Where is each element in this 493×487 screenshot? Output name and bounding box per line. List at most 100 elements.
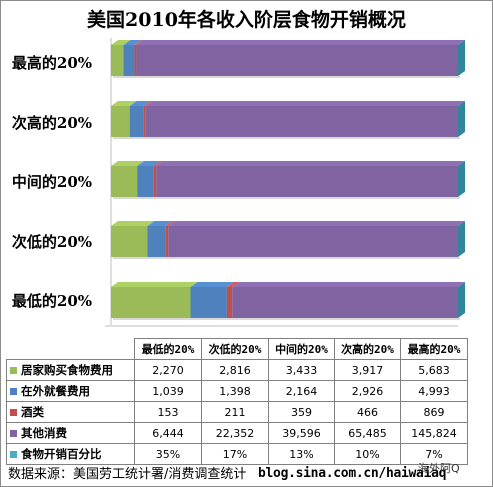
table-row: 酒类 153 211 359 466 869 xyxy=(6,401,468,423)
table-row-header: 食物开销百分比 xyxy=(6,443,135,465)
bar-segment xyxy=(137,166,154,197)
stacked-bar-plot xyxy=(105,38,465,327)
table-cell: 2,270 xyxy=(134,359,202,381)
legend-label: 在外就餐费用 xyxy=(21,384,90,398)
data-table: 最低的20% 次低的20% 中间的20% 次高的20% 最高的20% 居家购买食… xyxy=(6,338,468,465)
bar-segment xyxy=(165,226,169,257)
bar-segment-top xyxy=(226,282,240,287)
bar-shadow xyxy=(113,318,460,320)
bar-group xyxy=(111,101,465,139)
bar-shadow xyxy=(113,197,460,199)
bar-segment-top xyxy=(232,282,465,287)
bar-shadow xyxy=(113,76,460,78)
table-cell: 869 xyxy=(400,401,468,423)
table-cell: 1,039 xyxy=(134,380,202,402)
table-cell: 35% xyxy=(134,443,202,465)
table-column-header: 最低的20% xyxy=(134,338,202,360)
table-row: 食物开销百分比 35% 17% 13% 10% 7% xyxy=(6,443,468,465)
bar-end-face xyxy=(458,40,465,76)
bar-shadow xyxy=(113,137,460,139)
table-cell: 4,993 xyxy=(400,380,468,402)
table-cell: 466 xyxy=(334,401,401,423)
table-cell: 3,917 xyxy=(334,359,401,381)
category-label: 次高的20% xyxy=(11,114,93,132)
table-corner xyxy=(7,339,135,360)
table-cell: 22,352 xyxy=(201,422,269,444)
watermark-blog-url: blog.sina.com.cn/haiwaiaq xyxy=(258,466,447,481)
bar-segment-top xyxy=(129,101,151,106)
bar-segment xyxy=(111,166,138,197)
bar-segment xyxy=(153,166,157,197)
bar-segment-top xyxy=(143,101,153,106)
bar-end-face xyxy=(458,161,465,197)
table-row-header: 居家购买食物费用 xyxy=(6,359,135,381)
table-cell: 10% xyxy=(334,443,401,465)
bar-segment-top xyxy=(190,282,234,287)
table-cell: 1,398 xyxy=(201,380,269,402)
legend-swatch xyxy=(10,451,17,458)
bar-segment-top xyxy=(111,282,198,287)
bar-group xyxy=(111,161,465,199)
table-row: 在外就餐费用 1,039 1,398 2,164 2,926 4,993 xyxy=(6,380,468,402)
bar-segment-top xyxy=(165,221,176,226)
table-row-header: 酒类 xyxy=(6,401,135,423)
bar-shadow xyxy=(113,257,460,259)
category-label: 次低的20% xyxy=(11,233,93,251)
bar-segment-top xyxy=(136,40,465,45)
bar-segment xyxy=(145,106,458,137)
table-column-header: 中间的20% xyxy=(268,338,335,360)
table-cell: 3,433 xyxy=(268,359,335,381)
bar-end-face xyxy=(458,282,465,318)
bar-segment-top xyxy=(153,161,164,166)
bar-segment xyxy=(111,45,124,76)
table-cell: 17% xyxy=(201,443,269,465)
table-cell: 2,926 xyxy=(334,380,401,402)
bar-group xyxy=(111,40,465,78)
bar-segment xyxy=(129,106,144,137)
bar-segment xyxy=(226,287,233,318)
table-cell: 211 xyxy=(201,401,269,423)
bar-segment-top xyxy=(137,161,161,166)
bar-group xyxy=(111,221,465,259)
legend-label: 酒类 xyxy=(21,405,44,419)
bar-end-face xyxy=(458,221,465,257)
bar-segment xyxy=(147,226,166,257)
table-column-header: 最高的20% xyxy=(400,338,468,360)
bar-segment xyxy=(111,287,191,318)
chart-title: 美国2010年各收入阶层食物开销概况 xyxy=(87,9,406,31)
category-label: 最高的20% xyxy=(11,54,93,72)
bar-segment xyxy=(136,45,458,76)
bar-segment-top xyxy=(156,161,465,166)
bar-segment-top xyxy=(111,221,155,226)
legend-swatch xyxy=(10,409,17,416)
legend-label: 居家购买食物费用 xyxy=(21,363,113,377)
table-row: 其他消费 6,444 22,352 39,596 65,485 145,824 xyxy=(6,422,468,444)
bar-segment xyxy=(123,45,135,76)
table-header-row: 最低的20% 次低的20% 中间的20% 次高的20% 最高的20% xyxy=(7,338,468,360)
legend-swatch xyxy=(10,388,17,395)
bar-group xyxy=(111,282,465,320)
legend-swatch xyxy=(10,367,17,374)
bar-segment-top xyxy=(111,40,131,45)
table-row: 居家购买食物费用 2,270 2,816 3,433 3,917 5,683 xyxy=(6,359,468,381)
table-cell: 2,816 xyxy=(201,359,269,381)
watermark-name: 海外阿Q xyxy=(418,462,460,475)
bar-segment xyxy=(134,45,137,76)
bar-segment xyxy=(143,106,146,137)
table-cell: 13% xyxy=(268,443,335,465)
bar-segment-top xyxy=(134,40,144,45)
bar-segment-top xyxy=(111,101,137,106)
table-cell: 65,485 xyxy=(334,422,401,444)
table-cell: 153 xyxy=(134,401,202,423)
legend-swatch xyxy=(10,430,17,437)
table-cell: 7% xyxy=(400,443,468,465)
source-note: 数据来源：美国劳工统计署/消费调查统计 xyxy=(8,467,247,482)
table-cell: 359 xyxy=(268,401,335,423)
legend-label: 食物开销百分比 xyxy=(21,447,102,461)
table-column-header: 次低的20% xyxy=(201,338,269,360)
table-cell: 5,683 xyxy=(400,359,468,381)
table-cell: 2,164 xyxy=(268,380,335,402)
bar-segment xyxy=(111,106,130,137)
category-label: 中间的20% xyxy=(11,173,93,191)
bar-segment-top xyxy=(111,161,145,166)
